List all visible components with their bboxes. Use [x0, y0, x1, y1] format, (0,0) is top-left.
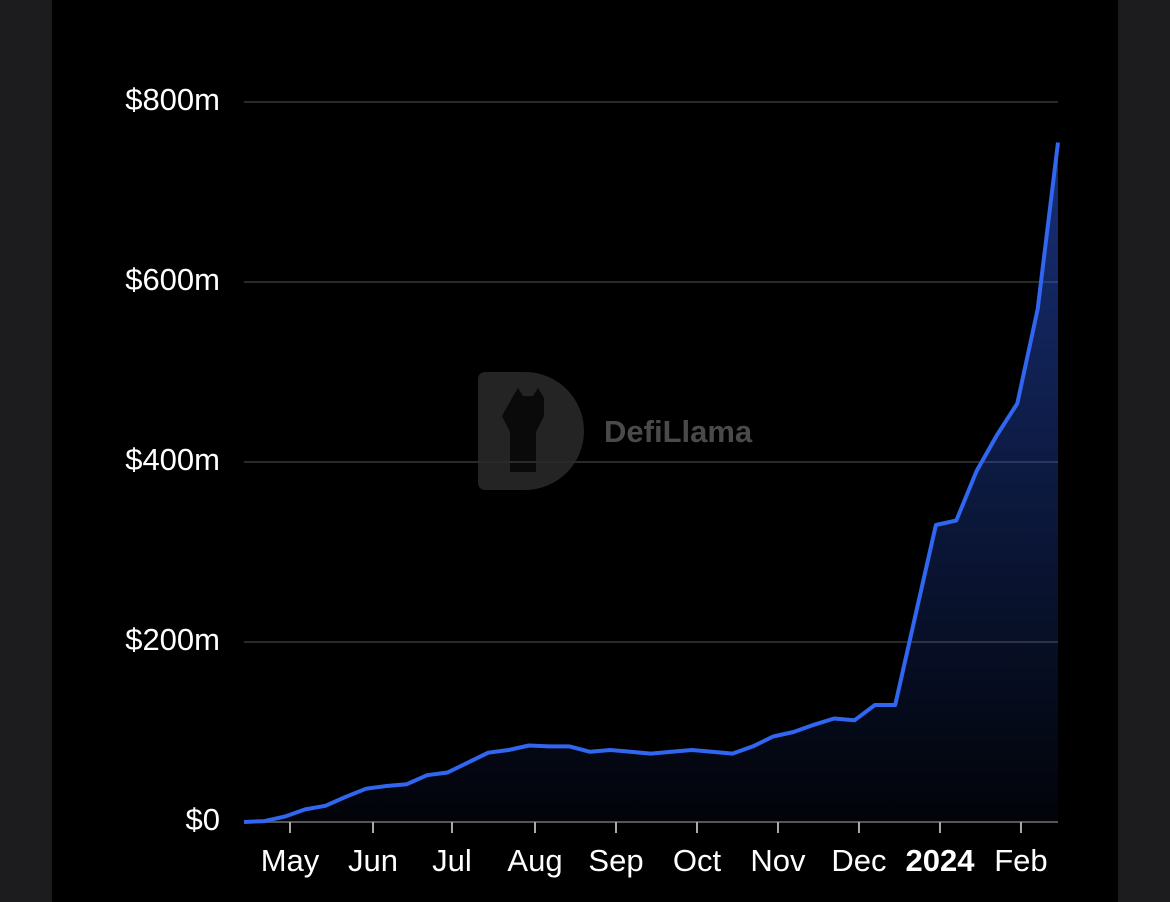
- x-tick-label: Jun: [348, 843, 398, 878]
- x-tick-label: Nov: [750, 843, 806, 878]
- x-tick-label: Feb: [994, 843, 1047, 878]
- x-tick-label: 2024: [905, 843, 975, 878]
- watermark-logo: [478, 372, 584, 490]
- x-tick-label: Dec: [831, 843, 886, 878]
- y-tick-label: $200m: [125, 622, 220, 657]
- y-tick-label: $800m: [125, 82, 220, 117]
- area: [244, 142, 1058, 822]
- x-tick-label: Jul: [432, 843, 472, 878]
- y-tick-label: $600m: [125, 262, 220, 297]
- y-tick-label: $400m: [125, 442, 220, 477]
- watermark: DefiLlama: [604, 414, 753, 449]
- x-tick-label: May: [261, 843, 320, 878]
- x-tick-label: Sep: [588, 843, 643, 878]
- y-tick-label: $0: [186, 802, 220, 837]
- x-tick-label: Aug: [507, 843, 562, 878]
- x-tick-label: Oct: [673, 843, 722, 878]
- line: [243, 142, 1060, 824]
